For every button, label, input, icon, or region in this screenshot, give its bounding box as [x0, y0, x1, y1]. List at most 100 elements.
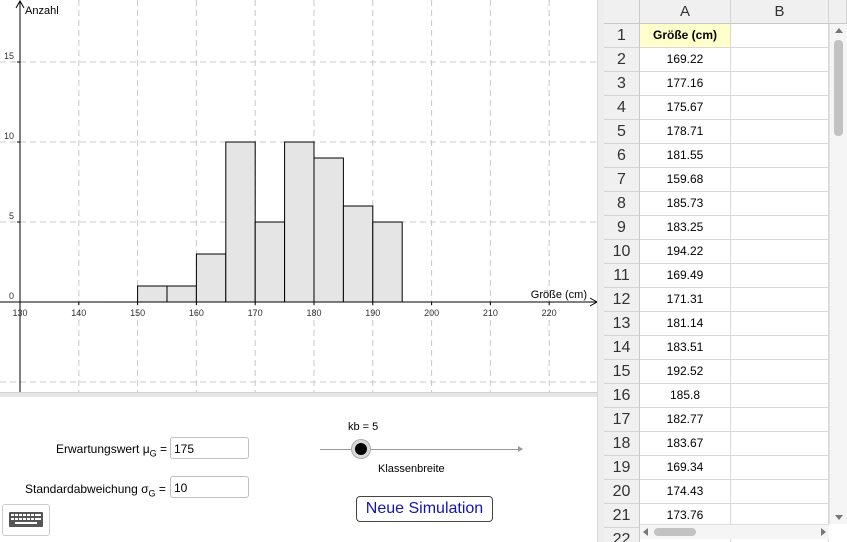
histogram-bar — [137, 285, 168, 303]
row-header[interactable]: 11 — [604, 264, 640, 288]
slider-end-arrow — [518, 446, 523, 452]
row-header[interactable]: 10 — [604, 240, 640, 264]
cell-b[interactable] — [731, 480, 829, 504]
row-header[interactable]: 12 — [604, 288, 640, 312]
row-header[interactable]: 3 — [604, 72, 640, 96]
cell-b[interactable] — [731, 408, 829, 432]
cell-b[interactable] — [731, 96, 829, 120]
y-axis-arrow — [15, 0, 25, 9]
y-tick-label: 10 — [4, 131, 14, 141]
cell-a[interactable]: 183.25 — [640, 216, 731, 240]
cell-b[interactable] — [731, 432, 829, 456]
row-header[interactable]: 9 — [604, 216, 640, 240]
cell-a[interactable]: 194.22 — [640, 240, 731, 264]
x-tick-label: 130 — [12, 308, 27, 318]
horizontal-scrollbar[interactable] — [640, 524, 829, 539]
y-tick-label: 0 — [9, 291, 14, 301]
cell-a[interactable]: 159.68 — [640, 168, 731, 192]
histogram-bar — [284, 141, 315, 303]
cell-b[interactable] — [731, 24, 829, 48]
cell-a[interactable]: 169.49 — [640, 264, 731, 288]
cell-a[interactable]: 183.67 — [640, 432, 731, 456]
cell-a[interactable]: 177.16 — [640, 72, 731, 96]
column-header-b[interactable]: B — [731, 0, 829, 24]
row-header[interactable]: 6 — [604, 144, 640, 168]
row-header[interactable]: 2 — [604, 48, 640, 72]
cell-a[interactable]: 169.22 — [640, 48, 731, 72]
sheet-corner[interactable] — [604, 0, 640, 24]
cell-a[interactable]: 192.52 — [640, 360, 731, 384]
cell-b[interactable] — [731, 168, 829, 192]
new-simulation-button[interactable]: Neue Simulation — [356, 496, 493, 522]
graphics-view[interactable]: 130 140 150 160 170 180 190 200 210 220 0 5 10 15 Anza… — [0, 0, 600, 392]
row-header[interactable]: 15 — [604, 360, 640, 384]
sd-input[interactable]: 10 — [170, 476, 249, 498]
row-header[interactable]: 7 — [604, 168, 640, 192]
cell-a[interactable]: 183.51 — [640, 336, 731, 360]
column-header-a[interactable]: A — [640, 0, 731, 24]
row-header[interactable]: 17 — [604, 408, 640, 432]
scroll-up-arrow-icon[interactable] — [835, 28, 843, 33]
cell-b[interactable] — [731, 120, 829, 144]
scroll-right-arrow-icon[interactable] — [821, 528, 826, 536]
slider-knob[interactable] — [352, 440, 370, 458]
cell-b[interactable] — [731, 360, 829, 384]
x-tick-label: 170 — [248, 308, 263, 318]
slider-track[interactable] — [320, 449, 522, 450]
cell-b[interactable] — [731, 312, 829, 336]
row-header[interactable]: 16 — [604, 384, 640, 408]
cell-b[interactable] — [731, 384, 829, 408]
cell-b[interactable] — [731, 288, 829, 312]
vertical-scrollbar[interactable] — [829, 24, 847, 524]
cell-b[interactable] — [731, 72, 829, 96]
cell-a[interactable]: 178.71 — [640, 120, 731, 144]
row-header[interactable]: 21 — [604, 504, 640, 528]
cell-b[interactable] — [731, 192, 829, 216]
spreadsheet-view: A B 1 Größe (cm) 2 169.22 3 177.16 4 175.67 5 178… — [604, 0, 847, 542]
row-header[interactable]: 8 — [604, 192, 640, 216]
cell-a[interactable]: 174.43 — [640, 480, 731, 504]
row-header[interactable]: 14 — [604, 336, 640, 360]
x-tick-label: 140 — [71, 308, 86, 318]
cell-a1-header[interactable]: Größe (cm) — [640, 24, 731, 48]
cell-a[interactable]: 169.34 — [640, 456, 731, 480]
scroll-down-arrow-icon[interactable] — [835, 515, 843, 520]
y-axis-label: Anzahl — [25, 5, 59, 17]
cell-a[interactable]: 185.8 — [640, 384, 731, 408]
row-header[interactable]: 13 — [604, 312, 640, 336]
cell-b[interactable] — [731, 216, 829, 240]
cell-a[interactable]: 185.73 — [640, 192, 731, 216]
view-divider-vertical[interactable] — [597, 0, 604, 542]
cell-a[interactable]: 171.31 — [640, 288, 731, 312]
row-header[interactable]: 18 — [604, 432, 640, 456]
row-header[interactable]: 20 — [604, 480, 640, 504]
scroll-left-arrow-icon[interactable] — [643, 528, 648, 536]
y-tick-label: 15 — [4, 51, 14, 61]
cell-b[interactable] — [731, 240, 829, 264]
x-tick-label: 150 — [130, 308, 145, 318]
cell-a[interactable]: 182.77 — [640, 408, 731, 432]
view-divider-horizontal[interactable] — [0, 392, 600, 397]
cell-a[interactable]: 175.67 — [640, 96, 731, 120]
sd-label: Standardabweichung σG = — [25, 482, 166, 499]
slider-caption: Klassenbreite — [378, 463, 445, 475]
row-header[interactable]: 4 — [604, 96, 640, 120]
cell-b[interactable] — [731, 336, 829, 360]
cell-b[interactable] — [731, 48, 829, 72]
row-header[interactable]: 19 — [604, 456, 640, 480]
horizontal-scroll-thumb[interactable] — [654, 528, 696, 536]
cell-a[interactable]: 181.55 — [640, 144, 731, 168]
histogram-bar — [372, 221, 403, 303]
mean-input[interactable]: 175 — [170, 437, 249, 459]
x-tick-label: 220 — [542, 308, 557, 318]
cell-b[interactable] — [731, 144, 829, 168]
histogram-bar — [195, 253, 227, 303]
row-header[interactable]: 1 — [604, 24, 640, 48]
row-header[interactable]: 5 — [604, 120, 640, 144]
cell-b[interactable] — [731, 264, 829, 288]
cell-b[interactable] — [731, 456, 829, 480]
vertical-scroll-thumb[interactable] — [834, 40, 843, 136]
keyboard-toggle-button[interactable] — [2, 504, 50, 536]
cell-a[interactable]: 181.14 — [640, 312, 731, 336]
row-header[interactable]: 22 — [604, 528, 640, 542]
